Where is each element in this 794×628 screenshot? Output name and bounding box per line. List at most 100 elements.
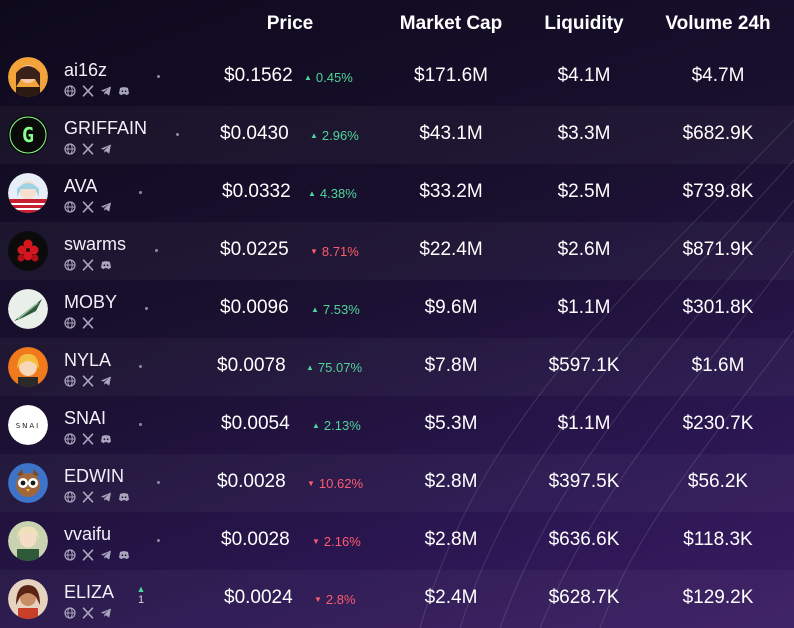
x-icon[interactable]	[82, 201, 94, 213]
table-row[interactable]: SNAI SNAI $0.0054 ▲ 2.13% $5.3M $1.1M $230.7K	[0, 396, 794, 454]
x-icon[interactable]	[82, 549, 94, 561]
globe-icon[interactable]	[64, 433, 76, 445]
market-cap: $2.4M	[424, 587, 478, 608]
rank-change: ▲ 1	[134, 584, 148, 606]
volume-24h: $56.2K	[687, 471, 749, 492]
x-icon[interactable]	[82, 375, 94, 387]
globe-icon[interactable]	[64, 143, 76, 155]
token-name[interactable]: GRIFFAIN	[64, 118, 148, 138]
globe-icon[interactable]	[64, 607, 76, 619]
token-name[interactable]: ai16z	[64, 60, 108, 80]
social-links	[64, 201, 112, 213]
globe-icon[interactable]	[64, 317, 76, 329]
price-change: ▲ 2.13%	[312, 418, 361, 433]
header-volume-24h[interactable]: Volume 24h	[665, 13, 771, 34]
telegram-icon[interactable]	[100, 549, 112, 561]
token-avatar[interactable]: G	[8, 115, 48, 155]
table-row[interactable]: G GRIFFAIN $0.0430 ▲ 2.96% $43.1M $3.3M $682.9K	[0, 106, 794, 164]
token-price: $0.0430	[220, 123, 289, 144]
globe-icon[interactable]	[64, 549, 76, 561]
token-name[interactable]: swarms	[64, 234, 126, 254]
rank-up-icon: ▲	[136, 584, 146, 594]
token-avatar[interactable]	[8, 347, 48, 387]
price-change-value: 10.62%	[318, 476, 364, 491]
social-links	[64, 317, 94, 329]
rank-dot	[139, 365, 142, 368]
rank-dot	[139, 423, 142, 426]
token-avatar[interactable]	[8, 57, 48, 97]
token-name[interactable]: EDWIN	[64, 466, 124, 486]
globe-icon[interactable]	[64, 375, 76, 387]
globe-icon[interactable]	[64, 85, 76, 97]
token-avatar[interactable]: SNAI	[8, 405, 48, 445]
x-icon[interactable]	[82, 85, 94, 97]
volume-24h: $118.3K	[683, 529, 753, 550]
token-name[interactable]: AVA	[64, 176, 98, 196]
table-row[interactable]: EDWIN $0.0028 ▼ 10.62% $2.8M $397.5K $56.2K	[0, 454, 794, 512]
token-name[interactable]: vvaifu	[64, 524, 112, 544]
header-market-cap[interactable]: Market Cap	[399, 13, 503, 34]
rank-dot	[157, 539, 160, 542]
triangle-up-icon: ▲	[310, 131, 318, 140]
token-avatar[interactable]	[8, 173, 48, 213]
social-links	[64, 549, 130, 561]
discord-icon[interactable]	[100, 259, 112, 271]
telegram-icon[interactable]	[100, 491, 112, 503]
price-change-value: 7.53%	[322, 302, 360, 317]
liquidity: $636.6K	[548, 529, 620, 550]
token-name[interactable]: ELIZA	[64, 582, 115, 602]
globe-icon[interactable]	[64, 491, 76, 503]
triangle-down-icon: ▼	[314, 595, 322, 604]
table-row[interactable]: vvaifu $0.0028 ▼ 2.16% $2.8M $636.6K $118.3K	[0, 512, 794, 570]
x-icon[interactable]	[82, 607, 94, 619]
discord-icon[interactable]	[118, 491, 130, 503]
x-icon[interactable]	[82, 259, 94, 271]
discord-icon[interactable]	[118, 549, 130, 561]
token-price: $0.0054	[221, 413, 290, 434]
table-row[interactable]: NYLA $0.0078 ▲ 75.07% $7.8M $597.1K $1.6M	[0, 338, 794, 396]
volume-24h: $4.7M	[691, 65, 745, 86]
header-liquidity[interactable]: Liquidity	[544, 13, 624, 34]
token-name[interactable]: NYLA	[64, 350, 112, 370]
telegram-icon[interactable]	[100, 85, 112, 97]
token-avatar[interactable]	[8, 463, 48, 503]
table-row[interactable]: ELIZA ▲ 1 $0.0024 ▼ 2.8% $2.4M $628.7K $129.2K	[0, 570, 794, 628]
token-avatar[interactable]	[8, 231, 48, 271]
discord-icon[interactable]	[100, 433, 112, 445]
table-row[interactable]: MOBY $0.0096 ▲ 7.53% $9.6M $1.1M $301.8K	[0, 280, 794, 338]
token-avatar[interactable]	[8, 289, 48, 329]
market-cap: $2.8M	[424, 471, 478, 492]
token-avatar[interactable]	[8, 579, 48, 619]
table-row[interactable]: ai16z $0.1562 ▲ 0.45% $171.6M $4.1M $4.7M	[0, 48, 794, 106]
globe-icon[interactable]	[64, 201, 76, 213]
telegram-icon[interactable]	[100, 143, 112, 155]
x-icon[interactable]	[82, 433, 94, 445]
volume-24h: $301.8K	[682, 297, 754, 318]
token-name[interactable]: SNAI	[64, 408, 107, 428]
table-row[interactable]: AVA $0.0332 ▲ 4.38% $33.2M $2.5M $739.8K	[0, 164, 794, 222]
x-icon[interactable]	[82, 143, 94, 155]
liquidity: $628.7K	[548, 587, 620, 608]
x-icon[interactable]	[82, 317, 94, 329]
header-price[interactable]: Price	[266, 13, 314, 34]
market-cap: $5.3M	[424, 413, 478, 434]
rank-dot	[157, 481, 160, 484]
x-icon[interactable]	[82, 491, 94, 503]
svg-text:G: G	[22, 123, 34, 147]
telegram-icon[interactable]	[100, 201, 112, 213]
globe-icon[interactable]	[64, 259, 76, 271]
discord-icon[interactable]	[118, 85, 130, 97]
token-price: $0.0096	[220, 297, 289, 318]
liquidity: $1.1M	[557, 413, 611, 434]
price-change: ▼ 2.16%	[312, 534, 361, 549]
price-change: ▲ 7.53%	[311, 302, 360, 317]
telegram-icon[interactable]	[100, 375, 112, 387]
triangle-down-icon: ▼	[312, 537, 320, 546]
token-name[interactable]: MOBY	[64, 292, 118, 312]
token-avatar[interactable]	[8, 521, 48, 561]
table-row[interactable]: swarms $0.0225 ▼ 8.71% $22.4M $2.6M $871.9K	[0, 222, 794, 280]
price-change: ▼ 8.71%	[310, 244, 359, 259]
social-links	[64, 491, 130, 503]
telegram-icon[interactable]	[100, 607, 112, 619]
